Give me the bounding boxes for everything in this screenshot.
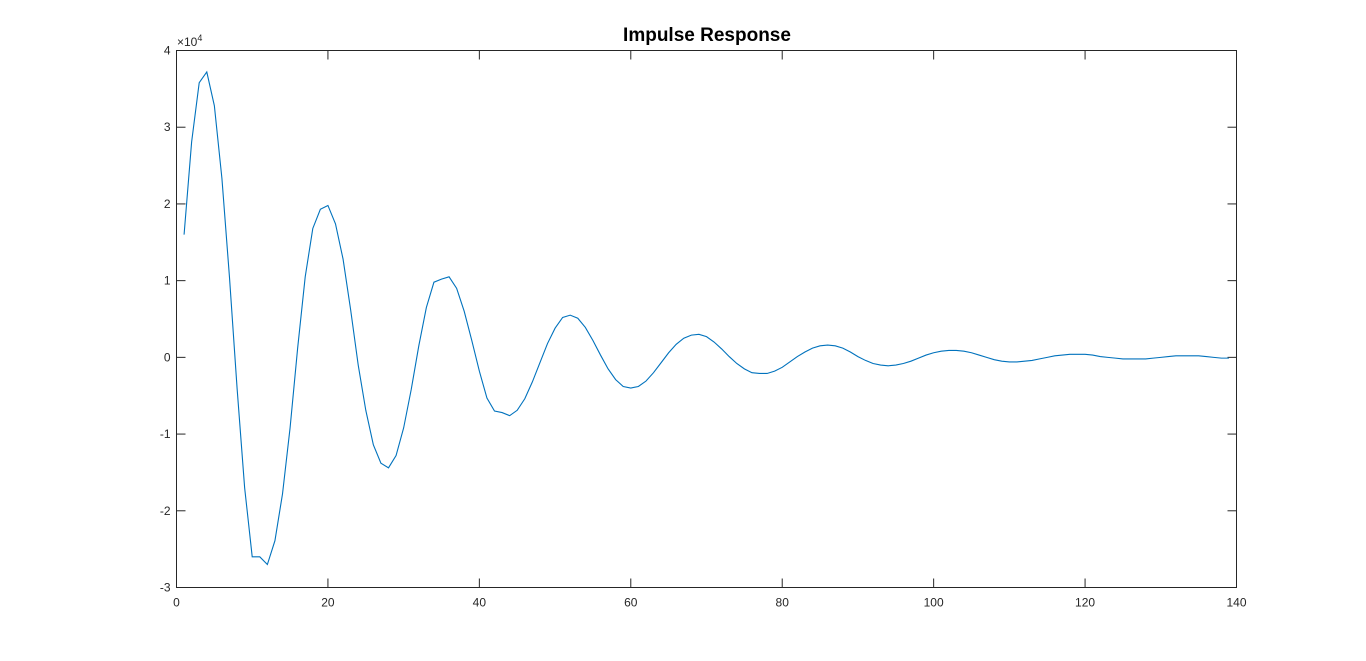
x-tick-label: 20: [321, 596, 335, 610]
x-tick-label: 120: [1075, 596, 1095, 610]
y-tick-label: -2: [160, 504, 171, 518]
y-axis-exponent-label: ×104: [177, 33, 202, 49]
tick-marks: [176, 50, 1237, 588]
y-exponent-base: ×10: [177, 35, 198, 49]
axes-box: [176, 50, 1237, 588]
x-tick-label: 80: [776, 596, 790, 610]
chart-title: Impulse Response: [623, 25, 791, 46]
y-tick-label: 0: [164, 350, 171, 364]
y-tick-label: 2: [164, 197, 171, 211]
x-tick-label: 0: [173, 596, 180, 610]
y-tick-label: 3: [164, 120, 171, 134]
y-exponent-power: 4: [197, 33, 202, 43]
x-tick-label: 60: [624, 596, 638, 610]
x-tick-labels: 0 20 40 60 80 100 120 140: [173, 596, 1247, 610]
x-tick-label: 140: [1226, 596, 1246, 610]
y-tick-label: 4: [164, 44, 171, 58]
y-tick-label: 1: [164, 274, 171, 288]
series-line-1: [183, 70, 1229, 566]
x-tick-label: 40: [473, 596, 487, 610]
y-tick-label: -3: [160, 581, 171, 595]
series-group: [183, 70, 1229, 566]
x-tick-label: 100: [924, 596, 944, 610]
y-tick-labels: -3 -2 -1 0 1 2 3 4: [160, 44, 171, 595]
y-tick-label: -1: [160, 427, 171, 441]
